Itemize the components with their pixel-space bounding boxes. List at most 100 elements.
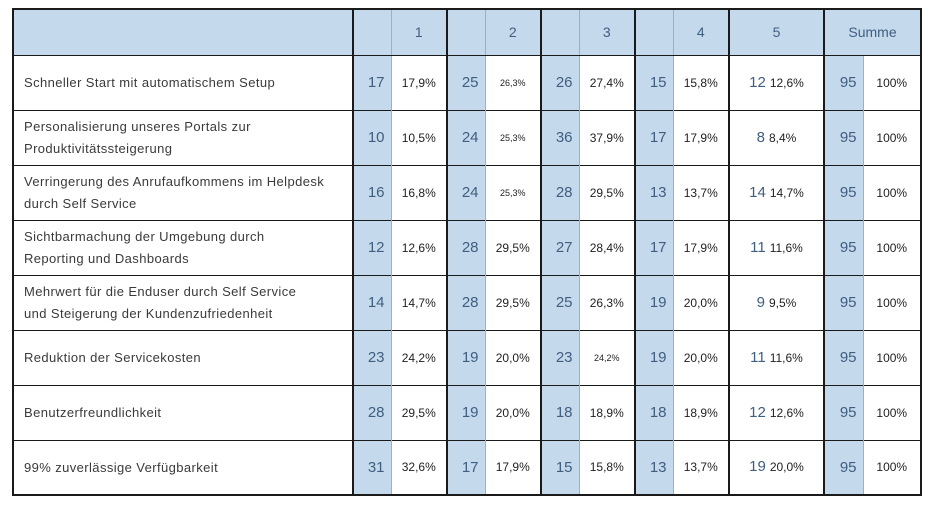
- count-cell-3: 26: [540, 54, 579, 110]
- percent-value-5: 11,6%: [769, 350, 803, 365]
- count-cell-4: 19: [634, 274, 673, 330]
- sum-count-cell: 95: [823, 219, 863, 275]
- header-spacer-2: [446, 9, 485, 56]
- count-value-5: 12: [749, 403, 766, 421]
- count-value-5: 19: [749, 458, 766, 476]
- percent-cell-2: 29,5%: [484, 274, 541, 330]
- count-cell-3: 23: [540, 329, 579, 385]
- header-column-summe: Summe: [822, 9, 922, 56]
- count-value-5: 11: [750, 348, 766, 366]
- count-cell-1: 16: [352, 164, 391, 220]
- table-row: Reduktion der Servicekosten 23 24,2% 19 …: [13, 329, 922, 385]
- percent-cell-4: 17,9%: [672, 219, 729, 275]
- count-value-5: 9: [756, 293, 765, 311]
- row-label: Personalisierung unseres Portals zur Pro…: [13, 109, 353, 165]
- percent-cell-2: 20,0%: [484, 329, 541, 385]
- count-percent-cell-5: 12 12,6%: [728, 384, 824, 440]
- count-cell-4: 19: [634, 329, 673, 385]
- count-cell-4: 13: [634, 439, 673, 495]
- count-cell-1: 23: [352, 329, 391, 385]
- count-percent-cell-5: 9 9,5%: [728, 274, 824, 330]
- row-label: Schneller Start mit automatischem Setup: [13, 54, 353, 110]
- sum-count-cell: 95: [823, 54, 863, 110]
- percent-value-5: 9,5%: [768, 295, 797, 310]
- sum-count-cell: 95: [823, 439, 863, 495]
- percent-cell-3: 18,9%: [578, 384, 635, 440]
- percent-cell-2: 26,3%: [484, 54, 541, 110]
- table-row: Sichtbarmachung der Umgebung durch Repor…: [13, 219, 922, 275]
- percent-cell-1: 16,8%: [390, 164, 447, 220]
- percent-cell-4: 13,7%: [672, 439, 729, 495]
- percent-cell-4: 17,9%: [672, 109, 729, 165]
- percent-cell-1: 17,9%: [390, 54, 447, 110]
- row-label: Reduktion der Servicekosten: [13, 329, 353, 385]
- count-cell-2: 25: [446, 54, 485, 110]
- count-percent-cell-5: 14 14,7%: [728, 164, 824, 220]
- count-cell-2: 28: [446, 274, 485, 330]
- table-body: Schneller Start mit automatischem Setup …: [13, 54, 922, 495]
- percent-cell-3: 28,4%: [578, 219, 635, 275]
- count-value-5: 11: [750, 238, 766, 256]
- sum-percent-cell: 100%: [862, 219, 922, 275]
- table-row: Schneller Start mit automatischem Setup …: [13, 54, 922, 110]
- header-column-3: 3: [578, 9, 635, 56]
- percent-cell-1: 10,5%: [390, 109, 447, 165]
- percent-value-5: 20,0%: [769, 460, 804, 475]
- percent-cell-3: 29,5%: [578, 164, 635, 220]
- table-row: 99% zuverlässige Verfügbarkeit 31 32,6% …: [13, 439, 922, 495]
- percent-cell-4: 15,8%: [672, 54, 729, 110]
- count-percent-cell-5: 19 20,0%: [728, 439, 824, 495]
- count-cell-1: 14: [352, 274, 391, 330]
- header-column-5: 5: [728, 9, 824, 56]
- table-row: Mehrwert für die Enduser durch Self Serv…: [13, 274, 922, 330]
- count-cell-4: 15: [634, 54, 673, 110]
- count-cell-3: 27: [540, 219, 579, 275]
- sum-count-cell: 95: [823, 384, 863, 440]
- percent-cell-4: 13,7%: [672, 164, 729, 220]
- percent-value-5: 11,6%: [769, 240, 803, 255]
- percent-cell-2: 25,3%: [484, 164, 541, 220]
- header-column-1: 1: [390, 9, 447, 56]
- count-cell-2: 19: [446, 384, 485, 440]
- percent-cell-1: 29,5%: [390, 384, 447, 440]
- count-value-5: 12: [749, 73, 766, 91]
- row-label: Verringerung des Anrufaufkommens im Help…: [13, 164, 353, 220]
- percent-cell-2: 20,0%: [484, 384, 541, 440]
- table-row: Personalisierung unseres Portals zur Pro…: [13, 109, 922, 165]
- count-percent-cell-5: 12 12,6%: [728, 54, 824, 110]
- count-cell-4: 17: [634, 219, 673, 275]
- header-column-4: 4: [672, 9, 729, 56]
- count-cell-3: 28: [540, 164, 579, 220]
- survey-results-table: 1 2 3 4 5 Summe Schneller Start mit auto…: [12, 8, 923, 496]
- sum-percent-cell: 100%: [862, 109, 922, 165]
- percent-cell-3: 37,9%: [578, 109, 635, 165]
- percent-value-5: 8,4%: [768, 130, 797, 145]
- count-cell-1: 12: [352, 219, 391, 275]
- count-cell-1: 10: [352, 109, 391, 165]
- percent-cell-1: 24,2%: [390, 329, 447, 385]
- row-label: Mehrwert für die Enduser durch Self Serv…: [13, 274, 353, 330]
- percent-cell-1: 32,6%: [390, 439, 447, 495]
- percent-value-5: 12,6%: [769, 405, 804, 420]
- header-column-2: 2: [484, 9, 541, 56]
- count-cell-4: 18: [634, 384, 673, 440]
- percent-cell-4: 18,9%: [672, 384, 729, 440]
- sum-count-cell: 95: [823, 164, 863, 220]
- sum-percent-cell: 100%: [862, 384, 922, 440]
- count-cell-2: 19: [446, 329, 485, 385]
- percent-cell-3: 27,4%: [578, 54, 635, 110]
- row-label: Sichtbarmachung der Umgebung durch Repor…: [13, 219, 353, 275]
- count-percent-cell-5: 11 11,6%: [728, 219, 824, 275]
- count-cell-3: 36: [540, 109, 579, 165]
- count-cell-2: 24: [446, 164, 485, 220]
- corner-cell: [13, 9, 353, 56]
- sum-percent-cell: 100%: [862, 274, 922, 330]
- percent-cell-3: 24,2%: [578, 329, 635, 385]
- percent-cell-2: 29,5%: [484, 219, 541, 275]
- count-cell-1: 28: [352, 384, 391, 440]
- count-cell-2: 24: [446, 109, 485, 165]
- percent-value-5: 14,7%: [769, 185, 804, 200]
- count-value-5: 8: [756, 128, 765, 146]
- sum-count-cell: 95: [823, 274, 863, 330]
